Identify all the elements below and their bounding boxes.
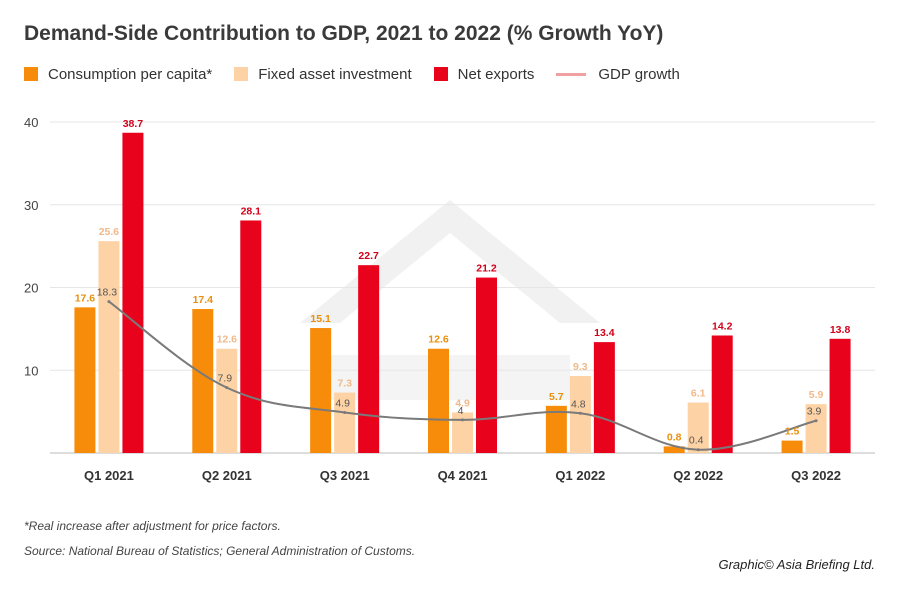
bar-value-label: 6.1 xyxy=(691,388,706,400)
bar xyxy=(476,277,497,453)
gdp-growth-point xyxy=(696,448,700,452)
gdp-growth-point xyxy=(225,386,229,390)
bar-value-label: 28.1 xyxy=(241,205,262,217)
bar xyxy=(310,328,332,453)
gdp-value-label: 4.9 xyxy=(335,397,350,409)
chart-title: Demand-Side Contribution to GDP, 2021 to… xyxy=(24,22,664,45)
gdp-value-label: 3.9 xyxy=(807,406,822,418)
x-tick-label: Q2 2021 xyxy=(202,468,252,483)
bar xyxy=(781,440,803,453)
y-tick-label: 10 xyxy=(24,363,38,378)
legend-item-gdp-growth: GDP growth xyxy=(556,65,680,83)
gdp-value-label: 0.4 xyxy=(689,435,704,447)
bar-value-label: 14.2 xyxy=(712,320,733,332)
legend-line-gdp-growth xyxy=(556,72,587,76)
bar xyxy=(122,132,144,453)
bar-value-label: 25.6 xyxy=(99,226,120,238)
legend-swatch-net-exports xyxy=(433,67,448,81)
bar xyxy=(663,446,685,453)
bar xyxy=(452,412,473,453)
bar xyxy=(98,241,120,453)
y-tick-label: 40 xyxy=(24,115,38,130)
gdp-value-label: 4 xyxy=(458,405,464,417)
bar xyxy=(545,405,567,453)
bar-value-label: 12.6 xyxy=(217,334,238,346)
gdp-line xyxy=(107,300,818,452)
bar xyxy=(192,309,214,453)
legend-item-net-exports: Net exports xyxy=(433,65,535,83)
gdp-value-label: 18.3 xyxy=(97,287,118,299)
axes: 10 20 30 40 Q1 2021 Q2 2021 Q3 2021 Q4 2021 Q1 2… xyxy=(24,115,875,483)
bar xyxy=(334,392,356,453)
bar-value-label: 13.4 xyxy=(594,327,615,339)
bar xyxy=(358,265,380,453)
bar-value-label: 1.5 xyxy=(785,426,800,438)
bar-value-label: 38.7 xyxy=(123,118,144,130)
bar-value-label: 13.8 xyxy=(830,324,851,336)
bar xyxy=(805,404,827,453)
gdp-growth-point xyxy=(814,419,818,423)
bar-value-label: 17.4 xyxy=(193,294,214,306)
gridlines xyxy=(50,121,875,371)
legend: Consumption per capita* Fixed asset inve… xyxy=(24,64,702,84)
bar-value-label: 9.3 xyxy=(573,361,588,373)
source-note: Source: National Bureau of Statistics; G… xyxy=(24,544,416,558)
bar-value-label: 5.7 xyxy=(549,391,564,403)
bar-value-label: 5.9 xyxy=(809,389,824,401)
credit: Graphic© Asia Briefing Ltd. xyxy=(718,557,875,572)
legend-label-gdp-growth: GDP growth xyxy=(598,65,680,83)
gdp-growth-point xyxy=(578,411,582,415)
bar-value-label: 22.7 xyxy=(358,250,379,262)
bar-value-label: 17.6 xyxy=(75,292,96,304)
gdp-value-label: 7.9 xyxy=(217,373,232,385)
x-tick-label: Q4 2021 xyxy=(438,468,488,483)
x-tick-label: Q1 2021 xyxy=(84,468,134,483)
legend-swatch-consumption xyxy=(24,67,38,81)
bar xyxy=(593,342,615,453)
bar-value-label: 4.9 xyxy=(455,397,470,409)
bar xyxy=(216,348,238,453)
bar xyxy=(428,348,449,453)
y-tick-label: 20 xyxy=(24,281,38,296)
bar xyxy=(240,220,262,453)
bar-value-label: 21.2 xyxy=(476,263,497,275)
legend-item-consumption: Consumption per capita* xyxy=(24,66,212,83)
bar xyxy=(687,402,709,453)
bar xyxy=(74,307,96,453)
bar-value-label: 0.8 xyxy=(667,431,682,443)
x-tick-label: Q1 2022 xyxy=(555,468,605,483)
bar-value-label: 12.6 xyxy=(428,334,449,346)
bar xyxy=(711,335,733,453)
gdp-growth-point xyxy=(461,418,464,422)
legend-label-net-exports: Net exports xyxy=(457,65,535,83)
y-tick-label: 30 xyxy=(24,198,38,213)
gdp-growth-point xyxy=(343,410,347,414)
x-tick-label: Q3 2021 xyxy=(320,468,370,483)
legend-swatch-fixed-asset xyxy=(234,67,249,81)
legend-item-fixed-asset: Fixed asset investment xyxy=(234,65,412,83)
legend-label-fixed-asset: Fixed asset investment xyxy=(258,65,412,83)
legend-label-consumption: Consumption per capita* xyxy=(48,65,213,83)
gdp-value-label: 4.8 xyxy=(571,398,586,410)
data-labels: 17.6 25.6 38.7 17.4 12.6 28.1 15.1 7.3 22.7 12.6 4… xyxy=(75,118,851,447)
footnote: *Real increase after adjustment for pric… xyxy=(24,519,281,533)
bar-value-label: 15.1 xyxy=(310,313,331,325)
bar xyxy=(829,338,851,453)
x-tick-label: Q3 2022 xyxy=(791,468,841,483)
bar-value-label: 7.3 xyxy=(337,378,352,390)
gdp-growth-point xyxy=(107,300,111,304)
x-tick-label: Q2 2022 xyxy=(673,468,723,483)
